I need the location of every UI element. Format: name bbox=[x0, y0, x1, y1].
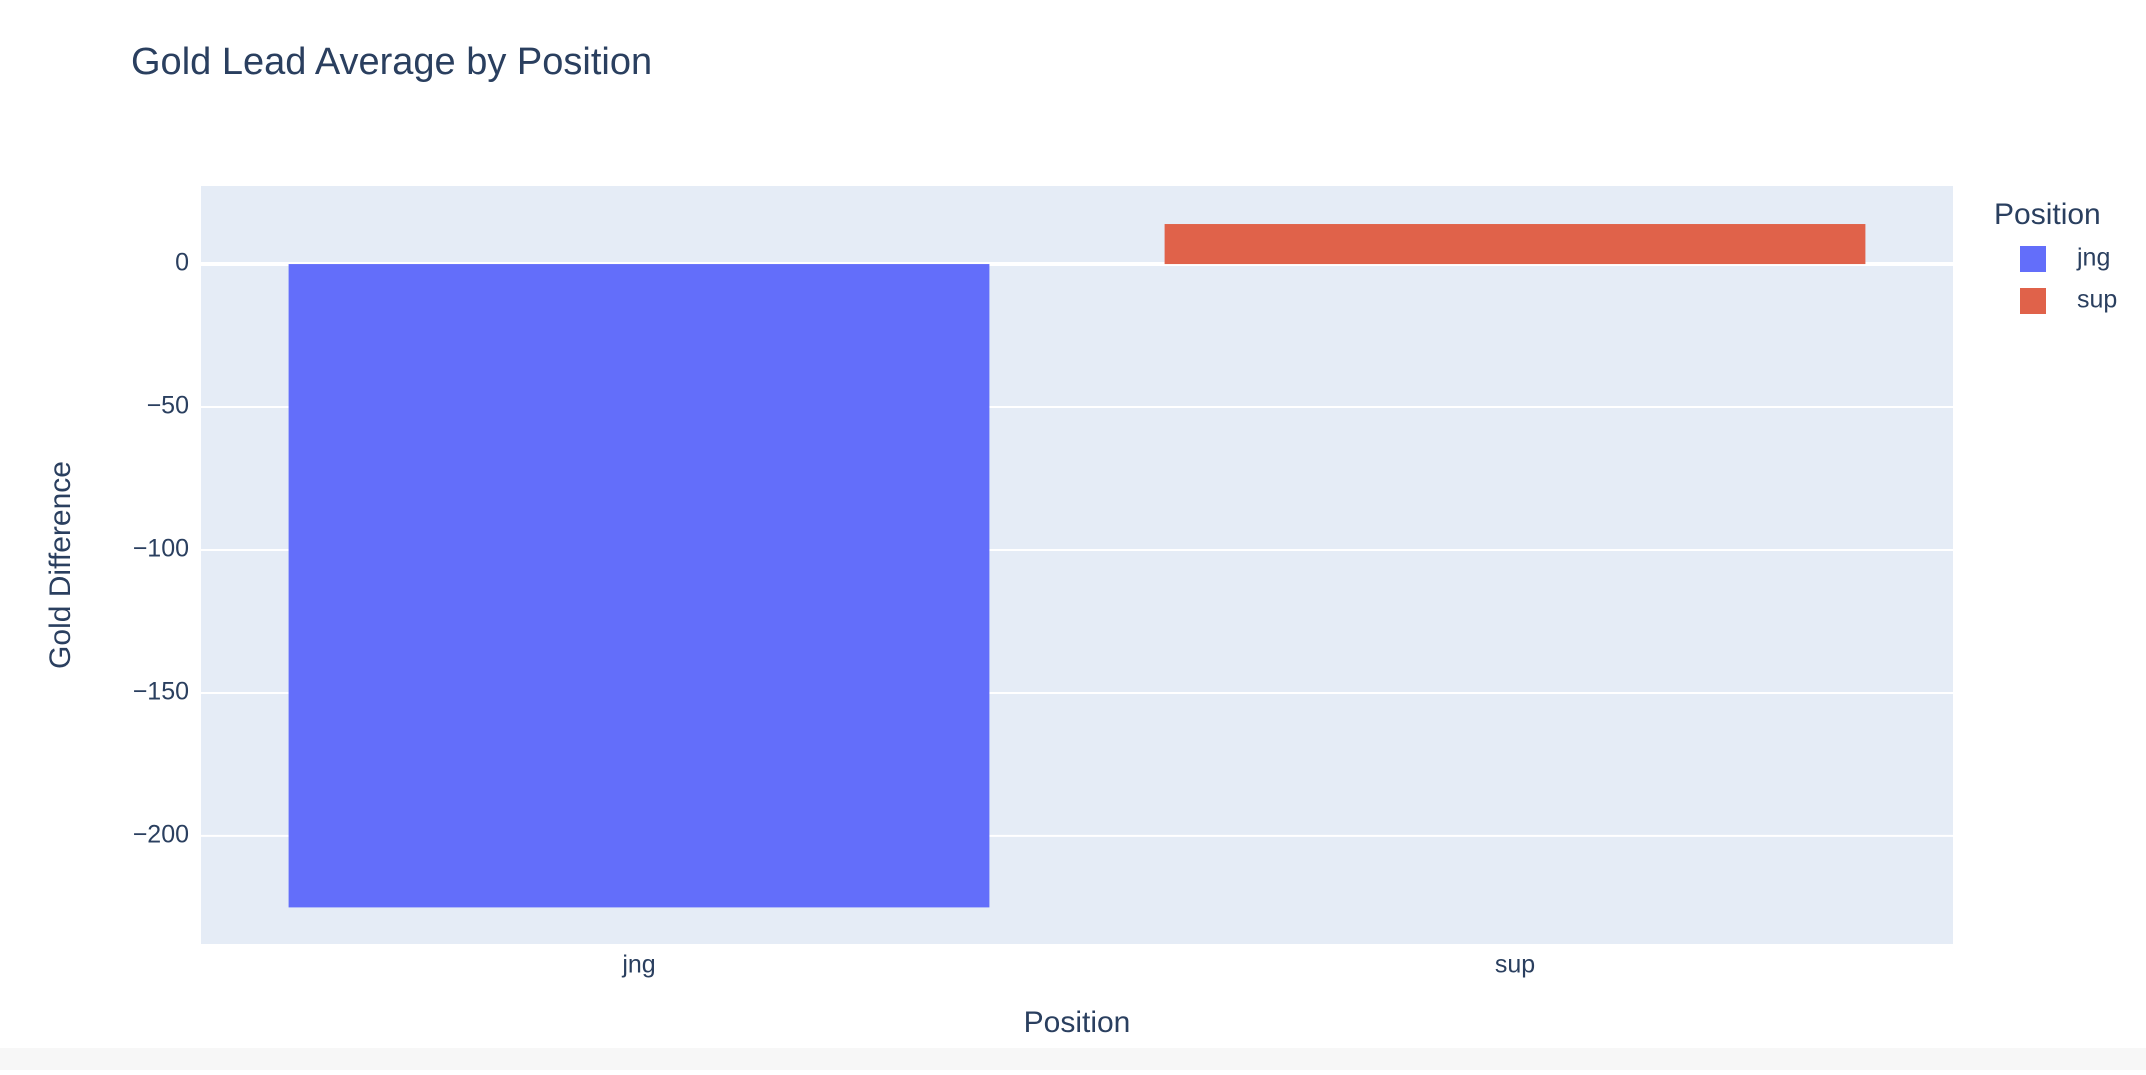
footer-strip bbox=[0, 1048, 2146, 1070]
bar bbox=[288, 264, 990, 908]
y-tick-label: −100 bbox=[133, 535, 189, 563]
legend-label: sup bbox=[2077, 286, 2117, 314]
x-tick-label: jng bbox=[621, 951, 655, 979]
y-axis-title: Gold Difference bbox=[44, 461, 77, 669]
y-tick-label: 0 bbox=[175, 249, 189, 277]
y-tick-label: −200 bbox=[133, 821, 189, 849]
x-axis-title: Position bbox=[1024, 1006, 1131, 1039]
bar bbox=[1164, 224, 1866, 265]
y-tick-label: −150 bbox=[133, 678, 189, 706]
legend-title: Position bbox=[1994, 198, 2101, 231]
legend-label: jng bbox=[2076, 244, 2110, 272]
y-tick-label: −50 bbox=[147, 392, 189, 420]
x-tick-label: sup bbox=[1495, 951, 1535, 979]
legend-swatch bbox=[2020, 246, 2046, 272]
chart-title: Gold Lead Average by Position bbox=[131, 41, 652, 83]
legend-swatch bbox=[2020, 288, 2046, 314]
